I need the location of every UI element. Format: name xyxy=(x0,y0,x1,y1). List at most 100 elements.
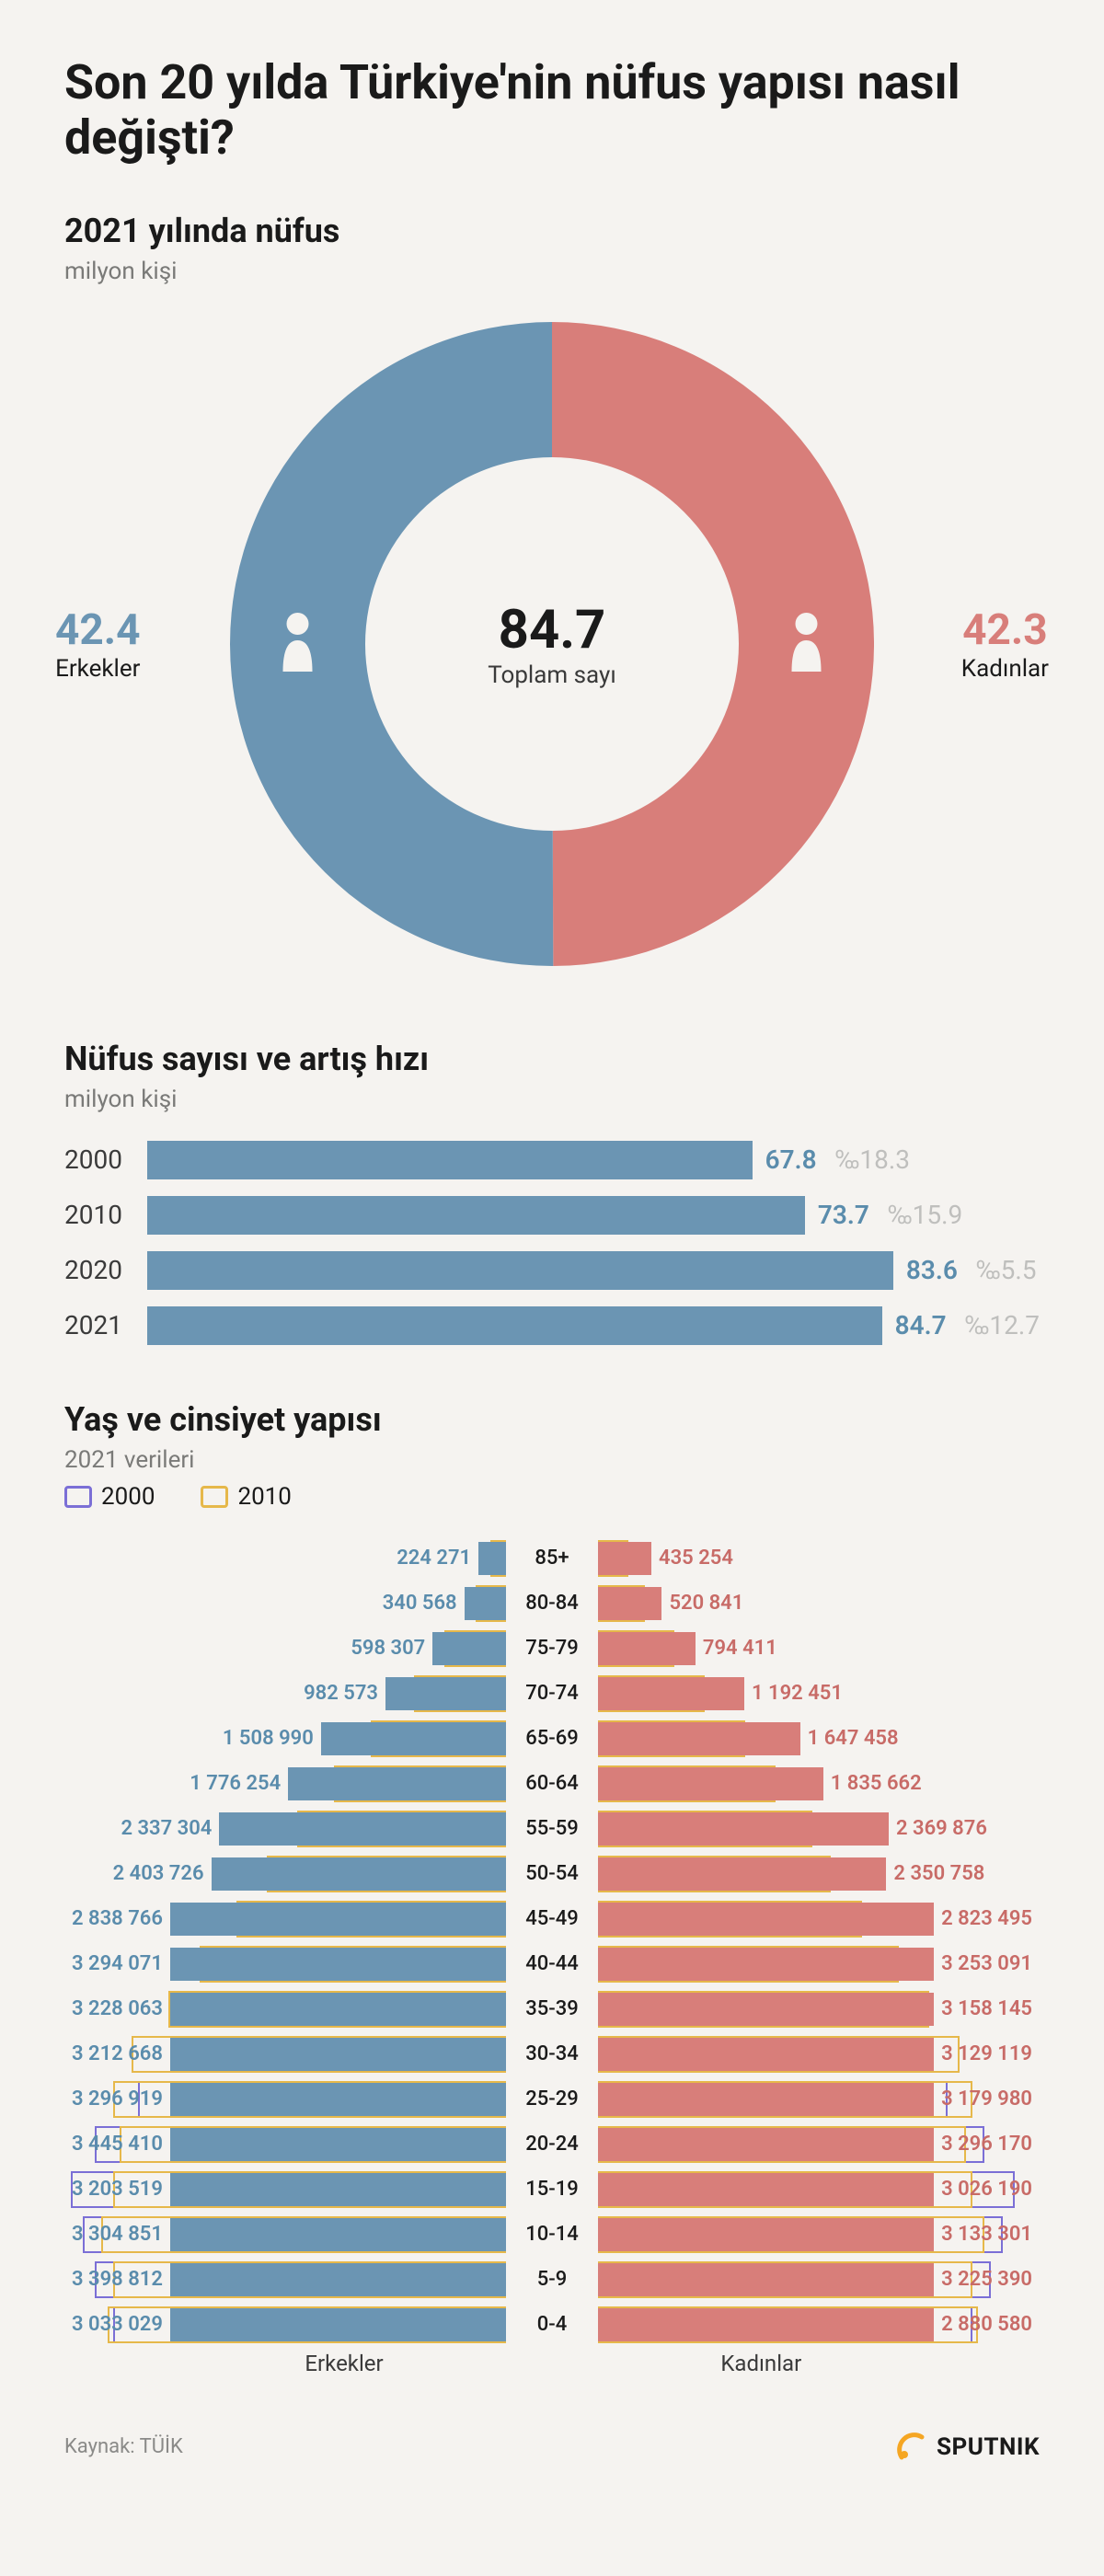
pop-subtitle: milyon kişi xyxy=(64,1086,1040,1113)
pyramid-female-half: 2 880 580 xyxy=(598,2305,1040,2345)
pyramid-row: 1 508 990 65-69 1 647 458 xyxy=(64,1719,1040,1759)
pop-title: Nüfus sayısı ve artış hızı xyxy=(64,1040,1040,1078)
pyramid-female-half: 3 026 190 xyxy=(598,2169,1040,2210)
pyramid-row: 3 304 851 10-14 3 133 301 xyxy=(64,2214,1040,2255)
pop-year: 2020 xyxy=(64,1255,147,1285)
pop-bar-slot: 84.7 ‰12.7 xyxy=(147,1306,1040,1345)
pyramid-female-half: 3 133 301 xyxy=(598,2214,1040,2255)
pop-rows: 2000 67.8 ‰18.3 2010 73.7 ‰15.9 2020 83.… xyxy=(64,1141,1040,1345)
pyramid-male-bar xyxy=(170,1948,506,1981)
donut-left-value: 42.4 xyxy=(55,605,141,655)
pyramid-age-label: 75-79 xyxy=(506,1637,598,1660)
pyramid-age-label: 0-4 xyxy=(506,2313,598,2336)
pyramid-row: 224 271 85+ 435 254 xyxy=(64,1538,1040,1579)
pyramid-female-value: 3 225 390 xyxy=(941,2268,1032,2291)
pyramid-female-value: 1 192 451 xyxy=(752,1682,843,1705)
pyramid-male-half: 3 033 029 xyxy=(64,2305,506,2345)
pyramid-male-half: 3 294 071 xyxy=(64,1944,506,1984)
pyramid-age-label: 70-74 xyxy=(506,1682,598,1705)
pyramid-subtitle: 2021 verileri xyxy=(64,1446,1040,1474)
pyramid-row: 3 445 410 20-24 3 296 170 xyxy=(64,2124,1040,2165)
pyramid-female-bar xyxy=(598,1812,889,1846)
pyramid-female-value: 1 835 662 xyxy=(831,1772,922,1795)
donut-subtitle: milyon kişi xyxy=(64,258,1040,285)
pop-bar-slot: 73.7 ‰15.9 xyxy=(147,1196,1040,1235)
pyramid-female-bar xyxy=(598,1587,661,1620)
pyramid-rows: 224 271 85+ 435 254 340 568 80-84 xyxy=(64,1538,1040,2345)
male-axis-label: Erkekler xyxy=(64,2351,393,2376)
pyramid-row: 3 294 071 40-44 3 253 091 xyxy=(64,1944,1040,1984)
pyramid-female-value: 2 880 580 xyxy=(941,2313,1032,2336)
pyramid-male-bar xyxy=(170,2308,506,2341)
pyramid-male-half: 1 776 254 xyxy=(64,1764,506,1804)
pyramid-male-value: 3 212 668 xyxy=(72,2042,163,2065)
pyramid-male-bar xyxy=(212,1857,506,1891)
pyramid-female-value: 3 158 145 xyxy=(941,1997,1032,2020)
pyramid-female-half: 2 369 876 xyxy=(598,1809,1040,1849)
population-section: Nüfus sayısı ve artış hızı milyon kişi 2… xyxy=(64,1040,1040,1345)
pyramid-female-value: 3 133 301 xyxy=(941,2223,1032,2246)
pyramid-age-label: 15-19 xyxy=(506,2178,598,2201)
pop-value: 73.7 xyxy=(818,1200,869,1230)
donut-section: 2021 yılında nüfus milyon kişi 84.7 Topl… xyxy=(64,212,1040,966)
pyramid-male-half: 3 212 668 xyxy=(64,2034,506,2075)
pop-year: 2010 xyxy=(64,1200,147,1230)
pyramid-male-value: 2 337 304 xyxy=(121,1817,212,1840)
pyramid-female-half: 3 158 145 xyxy=(598,1989,1040,2030)
pyramid-male-bar xyxy=(170,2038,506,2071)
pyramid-row: 982 573 70-74 1 192 451 xyxy=(64,1673,1040,1714)
pyramid-male-value: 2 838 766 xyxy=(72,1907,163,1930)
pop-value: 67.8 xyxy=(765,1144,817,1175)
legend-label: 2010 xyxy=(237,1483,291,1511)
pyramid-gender-labels: Erkekler Kadınlar xyxy=(64,2351,1040,2376)
pyramid-male-bar xyxy=(478,1542,506,1575)
pop-row: 2020 83.6 ‰5.5 xyxy=(64,1251,1040,1290)
pyramid-female-bar xyxy=(598,1677,744,1710)
pyramid-female-half: 2 823 495 xyxy=(598,1899,1040,1939)
donut-left-label-group: 42.4 Erkekler xyxy=(55,605,141,683)
pop-rate: ‰18.3 xyxy=(835,1144,910,1175)
pyramid-female-bar xyxy=(598,2173,934,2206)
donut-total-label: Toplam sayı xyxy=(488,661,616,689)
pyramid-female-bar xyxy=(598,2128,934,2161)
pop-year: 2021 xyxy=(64,1310,147,1340)
pyramid-age-label: 55-59 xyxy=(506,1817,598,1840)
pyramid-row: 3 296 919 25-29 3 179 980 xyxy=(64,2079,1040,2120)
legend-swatch xyxy=(64,1486,92,1508)
pyramid-male-half: 2 838 766 xyxy=(64,1899,506,1939)
pyramid-female-value: 3 026 190 xyxy=(941,2178,1032,2201)
pyramid-female-half: 1 192 451 xyxy=(598,1673,1040,1714)
pop-row: 2010 73.7 ‰15.9 xyxy=(64,1196,1040,1235)
pop-value: 83.6 xyxy=(906,1255,958,1285)
pop-rate: ‰15.9 xyxy=(888,1200,962,1230)
pyramid-male-bar xyxy=(170,1993,506,2026)
pyramid-row: 2 337 304 55-59 2 369 876 xyxy=(64,1809,1040,1849)
pyramid-female-value: 520 841 xyxy=(669,1592,743,1615)
pop-bar xyxy=(147,1141,753,1179)
pyramid-male-bar xyxy=(170,2218,506,2251)
pop-bar xyxy=(147,1306,882,1345)
pyramid-male-bar xyxy=(170,2263,506,2296)
pyramid-row: 2 838 766 45-49 2 823 495 xyxy=(64,1899,1040,1939)
pyramid-female-bar xyxy=(598,1993,934,2026)
pyramid-male-half: 598 307 xyxy=(64,1628,506,1669)
pyramid-row: 3 212 668 30-34 3 129 119 xyxy=(64,2034,1040,2075)
pyramid-male-half: 2 337 304 xyxy=(64,1809,506,1849)
pop-bar-slot: 67.8 ‰18.3 xyxy=(147,1141,1040,1179)
pyramid-female-bar xyxy=(598,1948,934,1981)
pyramid-male-value: 2 403 726 xyxy=(113,1862,204,1885)
pyramid-female-half: 3 253 091 xyxy=(598,1944,1040,1984)
pop-bar xyxy=(147,1251,893,1290)
pyramid-male-value: 224 271 xyxy=(397,1547,471,1570)
pop-bar xyxy=(147,1196,805,1235)
pyramid-female-half: 520 841 xyxy=(598,1583,1040,1624)
pyramid-age-label: 10-14 xyxy=(506,2223,598,2246)
pyramid-male-bar xyxy=(321,1722,506,1755)
pyramid-row: 3 398 812 5-9 3 225 390 xyxy=(64,2260,1040,2300)
pyramid-female-bar xyxy=(598,1542,651,1575)
legend-item: 2010 xyxy=(201,1483,291,1511)
pyramid-male-half: 340 568 xyxy=(64,1583,506,1624)
pyramid-row: 3 033 029 0-4 2 880 580 xyxy=(64,2305,1040,2345)
pyramid-age-label: 45-49 xyxy=(506,1907,598,1930)
pyramid-male-value: 1 776 254 xyxy=(190,1772,281,1795)
